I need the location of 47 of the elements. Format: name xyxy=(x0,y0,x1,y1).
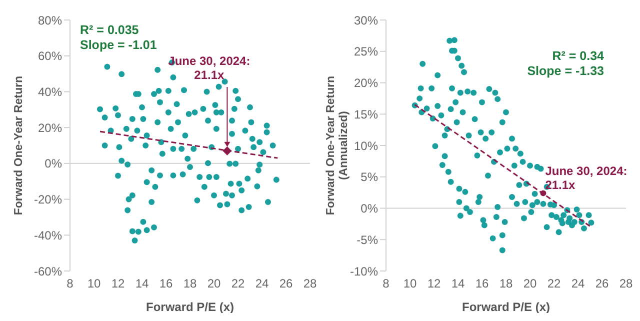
y-tick-label: 20% xyxy=(354,76,378,90)
x-tick-label: 10 xyxy=(403,276,417,291)
y-tick-label: -10% xyxy=(350,264,378,278)
x-tick-label: 18 xyxy=(499,276,513,291)
y-tick-label: -60% xyxy=(34,264,62,278)
x-tick-label: 28 xyxy=(619,276,633,291)
y-tick-label: 0% xyxy=(44,156,62,171)
x-tick-label: 22 xyxy=(231,276,245,291)
annotation: June 30, 2024: 21.1x xyxy=(168,54,250,82)
x-tick-label: 24 xyxy=(255,276,269,291)
x-tick-label: 10 xyxy=(87,276,101,291)
x-tick-label: 24 xyxy=(571,276,585,291)
y-tick-label: 15% xyxy=(354,107,378,122)
x-tick-label: 14 xyxy=(135,276,149,291)
x-tick-label: 26 xyxy=(279,276,293,291)
y-tick-label: 30% xyxy=(354,13,378,28)
y-tick-label: 60% xyxy=(38,49,62,64)
y-tick-label: -5% xyxy=(356,232,378,247)
x-tick-label: 20 xyxy=(207,276,221,291)
x-tick-label: 14 xyxy=(451,276,465,291)
y-tick-label: -40% xyxy=(34,228,62,242)
y-axis-title: Forward One-Year Return xyxy=(13,76,25,216)
x-tick-label: 22 xyxy=(547,276,561,291)
x-tick-label: 18 xyxy=(183,276,197,291)
x-tick-label: 8 xyxy=(382,276,390,291)
annotation: Slope = -1.33 xyxy=(527,64,604,78)
y-axis-title: Forward One-Year Return (Annualized) xyxy=(325,76,350,216)
x-tick-label: 28 xyxy=(303,276,317,291)
y-tick-label: 10% xyxy=(354,138,378,153)
x-tick-label: 20 xyxy=(523,276,537,291)
x-tick-label: 12 xyxy=(111,276,125,291)
y-tick-label: -20% xyxy=(34,192,62,207)
y-tick-label: 25% xyxy=(354,44,378,59)
x-tick-label: 12 xyxy=(427,276,441,291)
annotation: June 30, 2024: 21.1x xyxy=(545,164,628,192)
annotation: R² = 0.035 xyxy=(80,23,139,37)
x-tick-label: 8 xyxy=(66,276,74,291)
x-tick-label: 16 xyxy=(475,276,489,291)
y-tick-label: 40% xyxy=(38,84,62,99)
x-tick-label: 16 xyxy=(159,276,173,291)
y-tick-label: 0% xyxy=(360,202,378,216)
y-tick-label: 5% xyxy=(360,170,378,184)
y-tick-label: 20% xyxy=(38,120,62,135)
annotation: Slope = -1.01 xyxy=(80,38,157,52)
x-tick-label: 26 xyxy=(595,276,609,291)
y-tick-label: 80% xyxy=(38,13,62,28)
annotation: R² = 0.34 xyxy=(552,49,604,63)
